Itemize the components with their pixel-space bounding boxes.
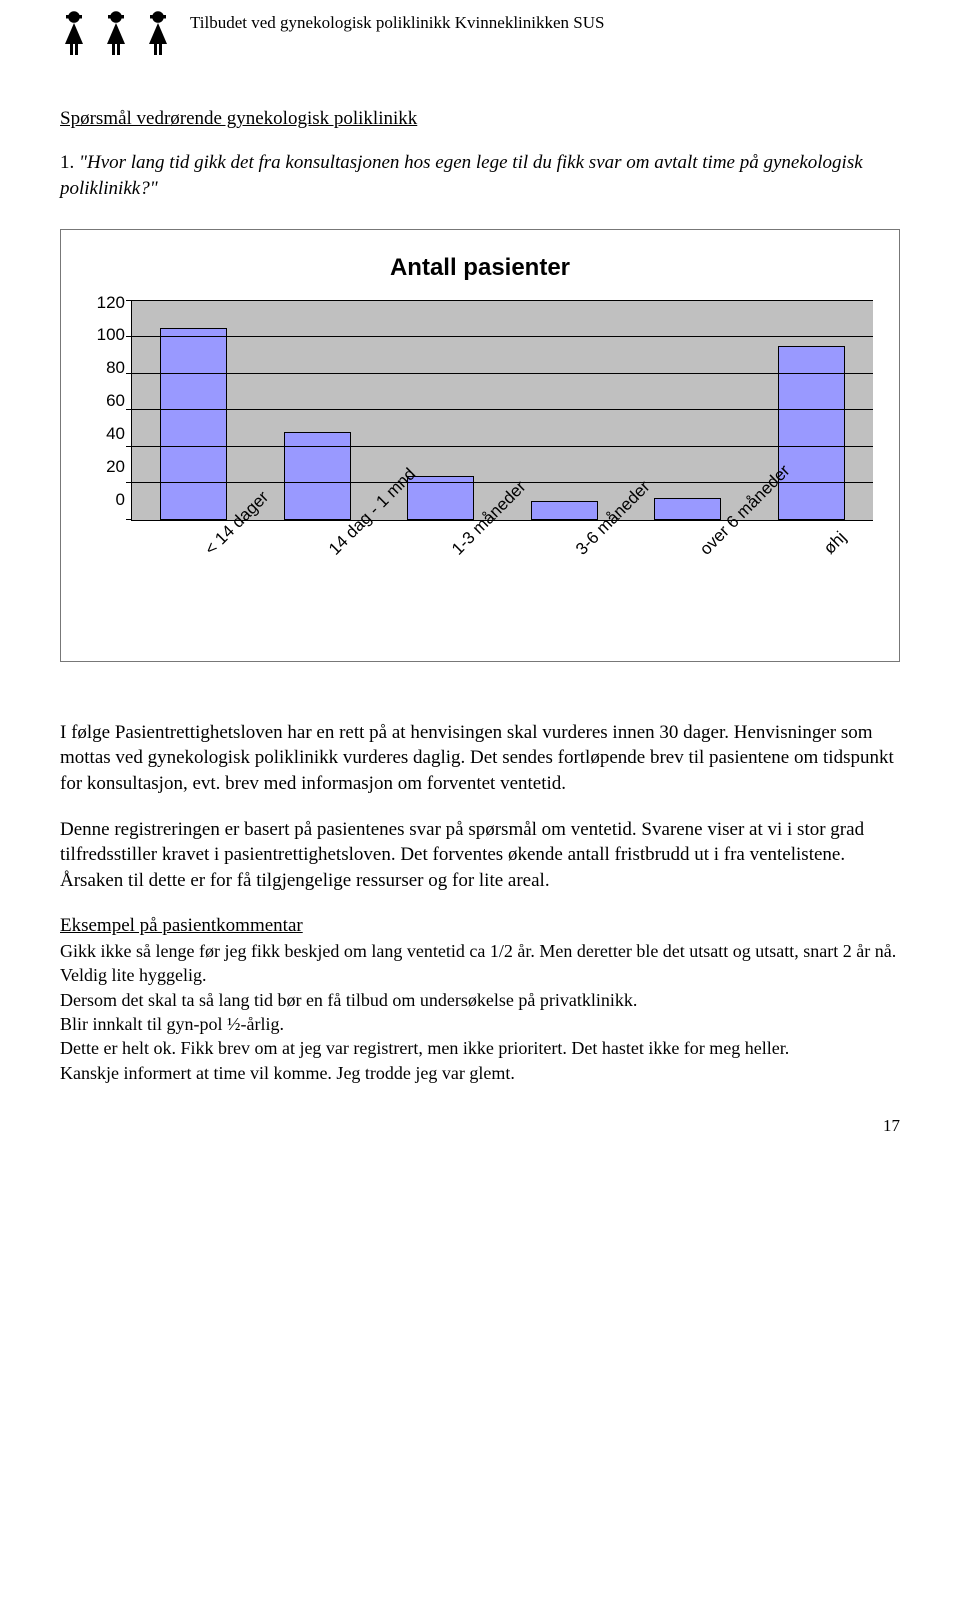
- woman-icon: [144, 10, 172, 66]
- chart-x-label: 1-3 måneder: [447, 527, 481, 561]
- chart-bar: [160, 328, 227, 520]
- example-line: Dersom det skal ta så lang tid bør en få…: [60, 988, 900, 1012]
- chart-y-tick: 40: [106, 423, 125, 446]
- paragraph: I følge Pasientrettighetsloven har en re…: [60, 720, 900, 797]
- example-line: Dette er helt ok. Fikk brev om at jeg va…: [60, 1036, 900, 1060]
- example-line: Gikk ikke så lenge før jeg fikk beskjed …: [60, 939, 900, 988]
- chart-y-tick: 20: [106, 456, 125, 479]
- question-text: 1. "Hvor lang tid gikk det fra konsultas…: [60, 150, 900, 201]
- chart-bar: [531, 501, 598, 519]
- page-header: Tilbudet ved gynekologisk poliklinikk Kv…: [60, 10, 900, 66]
- chart-x-label: øhj: [818, 527, 852, 561]
- section-title: Spørsmål vedrørende gynekologisk polikli…: [60, 106, 900, 132]
- chart-x-label: over 6 måneder: [695, 527, 729, 561]
- chart-y-tick: 0: [116, 489, 125, 512]
- header-icons: [60, 10, 172, 66]
- chart-title: Antall pasienter: [87, 252, 873, 284]
- woman-icon: [60, 10, 88, 66]
- bar-chart: 120100806040200 < 14 dager14 dag - 1 mnd…: [87, 301, 873, 641]
- chart-y-tick: 100: [97, 324, 125, 347]
- example-heading: Eksempel på pasientkommentar: [60, 913, 900, 939]
- example-section: Eksempel på pasientkommentar Gikk ikke s…: [60, 913, 900, 1084]
- question-number: 1.: [60, 152, 79, 173]
- chart-x-axis: < 14 dager 14 dag - 1 mnd 1-3 måneder 3-6 m…: [131, 521, 873, 641]
- page-number: 17: [60, 1115, 900, 1138]
- question-body: "Hvor lang tid gikk det fra konsultasjon…: [60, 152, 863, 199]
- chart-x-label: 3-6 måneder: [571, 527, 605, 561]
- chart-container: Antall pasienter 120 100 80 60 40 20 0 < 14 da…: [60, 229, 900, 661]
- chart-bar: [654, 498, 721, 520]
- chart-y-tick: 80: [106, 357, 125, 380]
- chart-y-tick: 120: [97, 292, 125, 315]
- header-title: Tilbudet ved gynekologisk poliklinikk Kv…: [190, 10, 604, 35]
- woman-icon: [102, 10, 130, 66]
- example-line: Blir innkalt til gyn-pol ½-årlig.: [60, 1012, 900, 1036]
- chart-x-label: < 14 dager: [200, 527, 234, 561]
- chart-y-axis: 120 100 80 60 40 20 0: [87, 292, 131, 512]
- chart-y-tick: 60: [106, 390, 125, 413]
- chart-x-label: 14 dag - 1 mnd: [324, 527, 358, 561]
- example-line: Kanskje informert at time vil komme. Jeg…: [60, 1061, 900, 1085]
- paragraph: Denne registreringen er basert på pasien…: [60, 817, 900, 894]
